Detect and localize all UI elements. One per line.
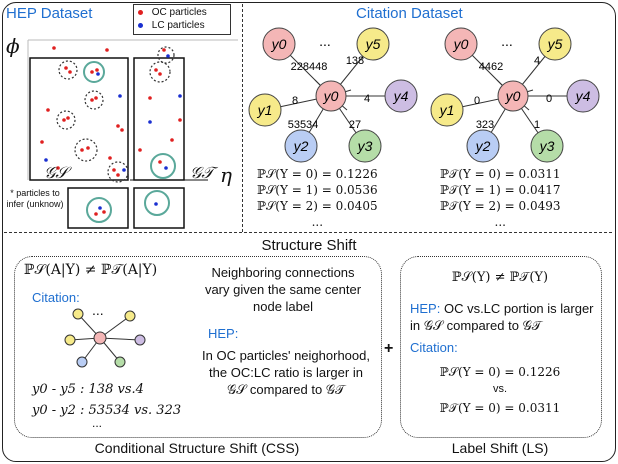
phi-label: ϕ [6, 34, 20, 58]
target-prob-1: ℙ𝒯(Y = 1) = 0.0417 [440, 183, 561, 197]
ls-citation-label: Citation: [410, 340, 458, 355]
legend-oc: OC particles [138, 6, 230, 19]
ls-hep-desc: OC vs.LC portion is larger in 𝒢𝒮 compare… [410, 301, 594, 333]
vertical-divider [242, 4, 243, 232]
eta-label: η [220, 163, 232, 187]
legend-oc-label: OC particles [151, 7, 207, 18]
css-eq2: y0 - y2 : 53534 vs. 323 [32, 403, 182, 418]
ls-eq2: ℙ𝒯(Y = 0) = 0.0311 [439, 401, 561, 415]
css-star-graph [64, 308, 146, 368]
source-edge-label: 53534 [288, 119, 319, 131]
source-node-y1 [248, 93, 282, 127]
target-node-label-y5: y5 [547, 36, 563, 52]
source-prob-0: ℙ𝒮(Y = 0) = 0.1226 [257, 167, 378, 181]
target-node-y1 [430, 93, 464, 127]
legend-lc: LC particles [138, 19, 230, 32]
source-edge-label: 138 [346, 55, 364, 67]
target-node-label-y0: y0 [453, 36, 469, 52]
ls-hep-label: HEP: [410, 301, 441, 316]
source-node-label-y0: y0 [271, 36, 287, 52]
target-node-y0 [444, 27, 478, 61]
citation-title: Citation Dataset [356, 5, 463, 22]
target-prob-0: ℙ𝒯(Y = 0) = 0.0311 [440, 167, 561, 181]
target-node-label-y3: y3 [539, 138, 555, 154]
gt-label: 𝒢𝒯 [190, 163, 214, 182]
source-node-label-y1: y1 [257, 102, 273, 118]
target-ellipsis: ... [501, 33, 513, 49]
horizontal-divider [4, 232, 612, 233]
css-footer: Conditional Structure Shift (CSS) [94, 440, 300, 456]
source-node-label-y2: y2 [293, 138, 309, 154]
target-edge-label: 4462 [479, 61, 503, 73]
citation-graph: y0 y5 y1 y4 y2 y3 y0... 228448 138 8 4 53534 27 y0 y5… [248, 27, 600, 163]
source-prob-1: ℙ𝒮(Y = 1) = 0.0536 [257, 183, 378, 197]
target-graph: y0 y5 y1 y4 y2 y3 y0... 4462 4 0 0 323 1 [430, 27, 600, 163]
gs-label: 𝒢𝒮 [44, 163, 68, 182]
source-prob-dots: ... [311, 215, 324, 229]
target-edge-label: 0 [474, 95, 480, 107]
ls-eq1: ℙ𝒮(Y = 0) = 0.1226 [439, 365, 561, 379]
target-node-y2 [466, 129, 500, 163]
source-center-node [315, 80, 347, 112]
target-center-node [497, 80, 529, 112]
source-node-y4 [384, 79, 418, 113]
source-node-label-y3: y3 [357, 138, 373, 154]
structure-shift-title: Structure Shift [261, 237, 357, 254]
target-edge-label: 323 [476, 119, 494, 131]
ls-formula: ℙ𝒮(Y) ≠ ℙ𝒯(Y) [451, 270, 549, 285]
ls-vs: vs. [492, 383, 508, 395]
ls-box [400, 256, 602, 438]
target-node-y5 [538, 27, 572, 61]
css-formula: ℙ𝒮(A|Y) ≠ ℙ𝒯(A|Y) [24, 262, 158, 278]
target-node-label-y1: y1 [439, 102, 455, 118]
source-node-label-y4: y4 [393, 88, 409, 104]
css-eq1: y0 - y5 : 138 vs.4 [32, 382, 144, 397]
target-node-label-y2: y2 [475, 138, 491, 154]
source-node-label-y5: y5 [365, 36, 381, 52]
target-edge-label: 4 [534, 55, 540, 67]
ls-footer: Label Shift (LS) [451, 440, 549, 456]
source-ellipsis: ... [319, 33, 331, 49]
css-hep-label: HEP: [208, 326, 239, 341]
target-prob-dots: ... [494, 215, 506, 229]
source-edge-label: 8 [292, 95, 298, 107]
target-node-y4 [566, 79, 600, 113]
source-node-y0 [262, 27, 296, 61]
source-edge-label: 27 [349, 119, 361, 131]
css-graph-dots: ... [92, 302, 104, 318]
lc-dot-icon [138, 22, 143, 28]
target-edge-label: 0 [546, 93, 552, 105]
target-node-label-y4: y4 [575, 88, 591, 104]
source-prob-2: ℙ𝒮(Y = 2) = 0.0405 [257, 199, 378, 213]
css-hep-desc: In OC particles' neighorhood, the OC:LC … [202, 348, 370, 397]
target-prob-list: ℙ𝒯(Y = 0) = 0.0311 ℙ𝒯(Y = 1) = 0.0417 ℙ𝒯… [440, 166, 561, 230]
source-node-y2 [284, 129, 318, 163]
source-node-y3 [348, 129, 382, 163]
target-prob-2: ℙ𝒯(Y = 2) = 0.0493 [440, 199, 561, 213]
source-prob-list: ℙ𝒮(Y = 0) = 0.1226 ℙ𝒮(Y = 1) = 0.0536 ℙ𝒮… [257, 166, 378, 230]
css-eq-dots: ... [92, 416, 103, 430]
css-box [14, 256, 382, 438]
css-desc: Neighboring connections vary given the s… [204, 265, 362, 314]
css-citation-label: Citation: [32, 290, 80, 305]
hep-scatter [27, 39, 238, 229]
hep-legend: OC particles LC particles [133, 4, 231, 35]
target-edge-label: 1 [534, 119, 540, 131]
ls-hep: HEP: OC vs.LC portion is larger in 𝒢𝒮 co… [410, 300, 596, 334]
source-center-label: y0 [323, 88, 339, 104]
infer-note: * particles to infer (unknow) [6, 188, 64, 209]
hep-title: HEP Dataset [6, 5, 93, 22]
legend-lc-label: LC particles [151, 20, 205, 31]
source-edge-label: 4 [364, 93, 370, 105]
plus-sign: + [384, 340, 394, 357]
oc-dot-icon [138, 9, 143, 15]
source-node-y5 [356, 27, 390, 61]
target-node-y3 [530, 129, 564, 163]
target-center-label: y0 [505, 88, 521, 104]
source-graph: y0 y5 y1 y4 y2 y3 y0... 228448 138 8 4 53534 27 [248, 27, 418, 163]
source-edge-label: 228448 [291, 61, 328, 73]
